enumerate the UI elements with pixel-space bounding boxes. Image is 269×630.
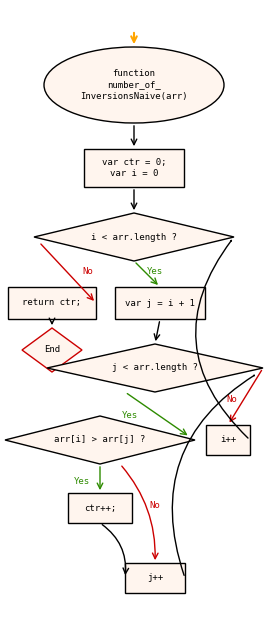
FancyBboxPatch shape xyxy=(68,493,132,523)
Polygon shape xyxy=(22,328,82,372)
Polygon shape xyxy=(34,213,234,261)
Text: i++: i++ xyxy=(220,435,236,445)
Polygon shape xyxy=(47,344,263,392)
FancyBboxPatch shape xyxy=(8,287,96,319)
Text: var j = i + 1: var j = i + 1 xyxy=(125,299,195,307)
Text: End: End xyxy=(44,345,60,355)
Text: Yes: Yes xyxy=(122,411,138,420)
Text: i < arr.length ?: i < arr.length ? xyxy=(91,232,177,241)
Text: j < arr.length ?: j < arr.length ? xyxy=(112,364,198,372)
FancyBboxPatch shape xyxy=(84,149,184,187)
Text: var ctr = 0;
var i = 0: var ctr = 0; var i = 0 xyxy=(102,158,166,178)
Text: arr[i] > arr[j] ?: arr[i] > arr[j] ? xyxy=(54,435,146,445)
Text: No: No xyxy=(83,268,93,277)
Text: No: No xyxy=(226,396,237,404)
Text: function
number_of_
InversionsNaive(arr): function number_of_ InversionsNaive(arr) xyxy=(80,69,188,101)
Text: return ctr;: return ctr; xyxy=(22,299,82,307)
FancyArrowPatch shape xyxy=(196,241,248,438)
FancyArrowPatch shape xyxy=(172,375,254,575)
Text: Yes: Yes xyxy=(147,268,163,277)
FancyBboxPatch shape xyxy=(115,287,205,319)
Text: No: No xyxy=(150,500,160,510)
Text: j++: j++ xyxy=(147,573,163,583)
Ellipse shape xyxy=(44,47,224,123)
Polygon shape xyxy=(5,416,195,464)
FancyBboxPatch shape xyxy=(206,425,250,455)
Text: Yes: Yes xyxy=(74,478,90,486)
Text: ctr++;: ctr++; xyxy=(84,503,116,512)
FancyBboxPatch shape xyxy=(125,563,185,593)
